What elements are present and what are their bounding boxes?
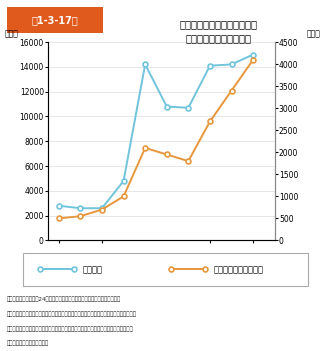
Text: （2003）: （2003） bbox=[45, 270, 72, 277]
Text: 学校におけるいじめに関する
人権相談・人権侵犯事件: 学校におけるいじめに関する 人権相談・人権侵犯事件 bbox=[179, 19, 258, 43]
Text: （件）: （件） bbox=[306, 29, 320, 38]
Text: 学校長などを相手方とするものである。いじめを行ったとされる子どもを相手方: 学校長などを相手方とするものである。いじめを行ったとされる子どもを相手方 bbox=[7, 326, 133, 332]
Text: （年）: （年） bbox=[279, 254, 292, 261]
FancyBboxPatch shape bbox=[23, 253, 308, 286]
Text: 17: 17 bbox=[97, 254, 107, 260]
Text: 人権侵犯事件（右軸）: 人権侵犯事件（右軸） bbox=[214, 265, 264, 274]
Text: （注）　ここでいう「人権侵犯事件」とは、いじめに対する学校側の安全配慮義務を問い: （注） ここでいう「人権侵犯事件」とは、いじめに対する学校側の安全配慮義務を問い bbox=[7, 311, 137, 317]
Text: （件）: （件） bbox=[5, 29, 19, 38]
Text: （出典）法務省「平成24年中の「人権侵犯事件」の状況について（概要）」: （出典）法務省「平成24年中の「人権侵犯事件」の状況について（概要）」 bbox=[7, 297, 121, 302]
Text: 第1-3-17図: 第1-3-17図 bbox=[31, 15, 78, 25]
Text: 平成 15: 平成 15 bbox=[49, 254, 69, 261]
Text: （2005）: （2005） bbox=[88, 270, 116, 277]
Text: とするものではない。: とするものではない。 bbox=[7, 341, 49, 346]
Text: 人権相談: 人権相談 bbox=[83, 265, 103, 274]
Text: 22: 22 bbox=[205, 254, 214, 260]
Text: （2012）: （2012） bbox=[240, 270, 267, 277]
Text: 24: 24 bbox=[249, 254, 258, 260]
Text: （2010）: （2010） bbox=[196, 270, 223, 277]
